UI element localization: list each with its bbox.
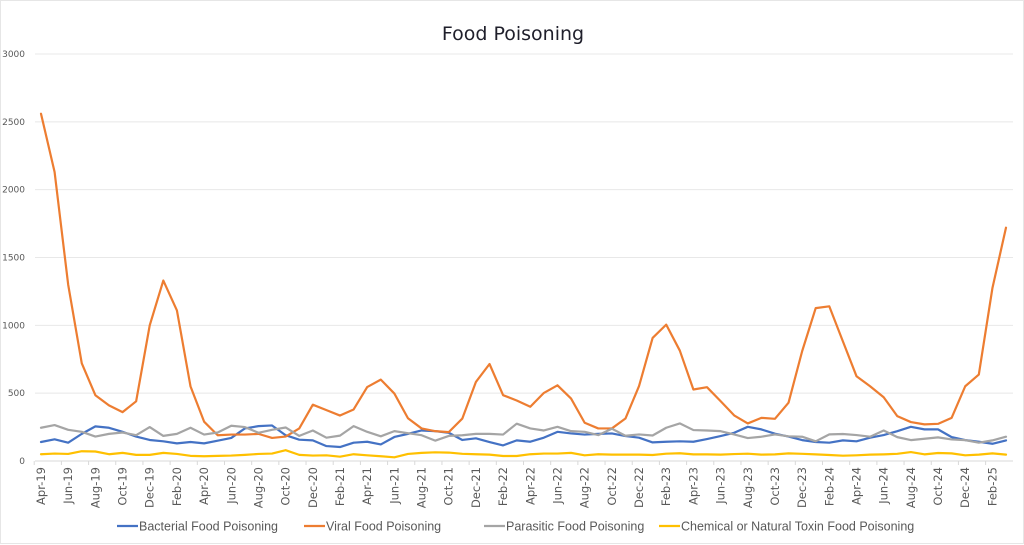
x-tick-label: Dec-23 xyxy=(795,467,809,508)
x-tick-label: Oct-23 xyxy=(768,467,782,506)
legend-item: Viral Food Poisoning xyxy=(304,520,441,534)
x-tick-label: Feb-24 xyxy=(822,467,836,506)
legend-item: Bacterial Food Poisoning xyxy=(117,520,278,534)
x-tick-label: Apr-20 xyxy=(197,467,211,505)
x-tick-label: Apr-22 xyxy=(523,467,537,505)
x-tick-label: Feb-20 xyxy=(170,467,184,506)
x-tick-label: Oct-20 xyxy=(279,467,293,506)
x-tick-label: Dec-19 xyxy=(143,467,157,508)
y-axis-ticks: 0 500 1000 1500 2000 2500 3000 xyxy=(2,50,25,467)
legend-item: Chemical or Natural Toxin Food Poisoning xyxy=(659,520,914,534)
legend: Bacterial Food Poisoning Viral Food Poiso… xyxy=(117,520,914,534)
x-tick-label: Apr-19 xyxy=(34,467,48,505)
x-tick-label: Jun-21 xyxy=(387,467,401,505)
x-tick-label: Jun-20 xyxy=(224,467,238,505)
chart-title: Food Poisoning xyxy=(442,23,584,45)
x-tick-label: Feb-21 xyxy=(333,467,347,506)
x-tick-label: Oct-22 xyxy=(605,467,619,506)
series-lines xyxy=(39,112,1008,459)
y-tick-label: 3000 xyxy=(2,50,25,60)
x-tick-label: Apr-21 xyxy=(360,467,374,505)
series-line-bacterial-food-poisoning xyxy=(39,424,1008,449)
series-line-viral-food-poisoning xyxy=(39,112,1008,440)
legend-label: Chemical or Natural Toxin Food Poisoning xyxy=(681,520,914,534)
y-tick-label: 1500 xyxy=(2,254,25,264)
legend-label: Bacterial Food Poisoning xyxy=(139,520,278,534)
x-tick-label: Apr-24 xyxy=(849,467,863,505)
series-line-chemical-or-natural-toxin-food-poisoning xyxy=(39,449,1008,459)
x-tick-label: Aug-24 xyxy=(904,467,918,508)
x-tick-label: Dec-24 xyxy=(958,467,972,508)
x-tick-label: Oct-24 xyxy=(931,467,945,506)
series-line-parasitic-food-poisoning xyxy=(39,422,1008,444)
x-tick-label: Jun-23 xyxy=(714,467,728,505)
x-tick-label: Oct-21 xyxy=(442,467,456,506)
x-tick-label: Aug-23 xyxy=(741,467,755,508)
legend-label: Viral Food Poisoning xyxy=(326,520,441,534)
y-tick-label: 0 xyxy=(19,457,25,467)
x-tick-label: Oct-19 xyxy=(116,467,130,506)
x-tick-label: Aug-21 xyxy=(415,467,429,508)
x-tick-label: Jun-22 xyxy=(550,467,564,505)
x-tick-label: Jun-19 xyxy=(61,467,75,505)
x-tick-label: Feb-23 xyxy=(659,467,673,506)
x-tick-label: Dec-22 xyxy=(632,467,646,508)
x-tick-label: Dec-21 xyxy=(469,467,483,508)
legend-item: Parasitic Food Poisoning xyxy=(484,520,644,534)
x-tick-label: Feb-25 xyxy=(985,467,999,506)
x-tick-label: Aug-19 xyxy=(88,467,102,508)
x-tick-label: Feb-22 xyxy=(496,467,510,506)
x-tick-label: Aug-22 xyxy=(578,467,592,508)
y-tick-label: 1000 xyxy=(2,321,25,331)
x-axis-ticks: Apr-19 Jun-19 Aug-19 Oct-19 Dec-19 Feb-20 Apr-… xyxy=(33,461,999,508)
x-tick-label: Dec-20 xyxy=(306,467,320,508)
legend-label: Parasitic Food Poisoning xyxy=(506,520,644,534)
y-tick-label: 500 xyxy=(8,389,25,399)
y-tick-label: 2500 xyxy=(2,118,25,128)
gridlines xyxy=(35,53,1013,394)
y-tick-label: 2000 xyxy=(2,186,25,196)
x-tick-label: Jun-24 xyxy=(877,467,891,505)
x-tick-label: Apr-23 xyxy=(686,467,700,505)
x-tick-label: Aug-20 xyxy=(251,467,265,508)
